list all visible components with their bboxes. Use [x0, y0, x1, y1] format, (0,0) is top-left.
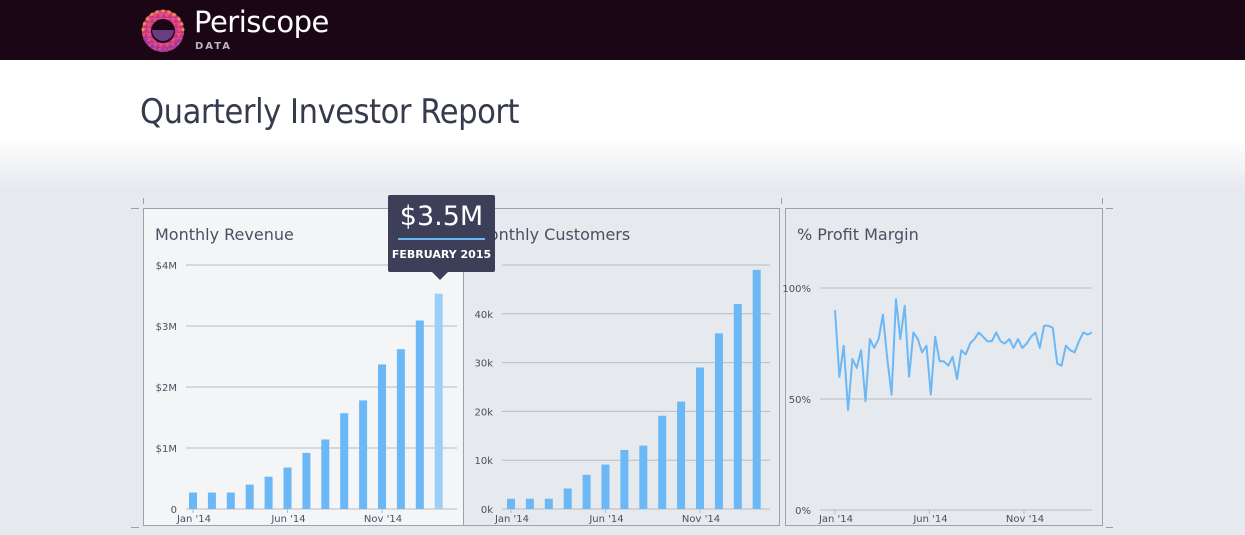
- grid-guide: [1106, 208, 1113, 209]
- bar: [396, 349, 405, 509]
- bar: [525, 498, 534, 509]
- grid-guide: [1106, 527, 1113, 528]
- bar: [620, 449, 629, 509]
- bar: [582, 474, 591, 509]
- bar: [752, 269, 761, 509]
- monthly-revenue-chart[interactable]: 0 $1M $2M $3M $4M Jan '14 Jun '14 Nov '14: [144, 209, 465, 527]
- tooltip-date: FEBRUARY 2015: [391, 248, 492, 261]
- chart-title: % Profit Margin: [797, 225, 919, 244]
- y-tick-label: $4M: [156, 261, 177, 272]
- profit-margin-card[interactable]: % Profit Margin 0% 50% 100% Jan '14 Jun '14 N…: [782, 208, 1104, 527]
- page-title: Quarterly Investor Report: [140, 92, 520, 132]
- bar: [733, 304, 742, 509]
- x-tick-label: Nov '14: [364, 514, 402, 525]
- bar: [434, 293, 443, 509]
- bar: [245, 484, 254, 509]
- bar: [378, 364, 386, 509]
- y-tick-label: $1M: [156, 444, 177, 455]
- bar: [714, 333, 723, 509]
- bar: [639, 445, 648, 509]
- y-tick-label: 100%: [782, 284, 811, 295]
- x-tick-label: Jun '14: [270, 514, 305, 525]
- profit-margin-chart[interactable]: 0% 50% 100% Jan '14 Jun '14 Nov '14: [782, 209, 1104, 527]
- bar: [563, 488, 572, 509]
- periscope-logo-icon[interactable]: [140, 8, 186, 54]
- grid-guide: [143, 198, 144, 204]
- y-tick-label: 0: [171, 505, 177, 516]
- x-tick-label: Jan '14: [176, 514, 211, 525]
- x-tick-label: Jun '14: [912, 514, 947, 525]
- bar: [677, 401, 686, 509]
- chart-title: Monthly Revenue: [155, 225, 294, 244]
- x-tick-label: Nov '14: [682, 514, 720, 525]
- bar: [189, 492, 197, 509]
- bar: [226, 492, 235, 509]
- x-tick-label: Jan '14: [818, 514, 853, 525]
- bar: [207, 492, 216, 509]
- monthly-customers-card[interactable]: Monthly Customers 0k10k20k30k40k50kJan '…: [464, 208, 780, 526]
- bar: [264, 476, 273, 509]
- bar: [302, 452, 311, 509]
- chart-tooltip: $3.5M FEBRUARY 2015: [388, 195, 495, 280]
- bar: [415, 320, 424, 509]
- brand-subtitle: DATA: [195, 41, 233, 52]
- y-tick-label: 0k: [481, 505, 493, 516]
- y-tick-label: $2M: [156, 383, 177, 394]
- grid-guide: [1102, 198, 1103, 204]
- bar: [507, 498, 515, 509]
- y-tick-label: 10k: [474, 456, 493, 467]
- bar: [658, 415, 667, 509]
- y-tick-label: 20k: [474, 407, 493, 418]
- title-section: [0, 60, 1245, 190]
- y-tick-label: $3M: [156, 322, 177, 333]
- y-tick-label: 30k: [474, 359, 493, 370]
- bar: [696, 367, 704, 509]
- brand-name: Periscope: [194, 5, 329, 39]
- x-tick-label: Jun '14: [588, 514, 623, 525]
- y-tick-label: 50%: [789, 395, 811, 406]
- bar: [283, 467, 292, 509]
- tooltip-divider: [398, 238, 485, 240]
- y-tick-label: 0%: [795, 506, 811, 517]
- bar: [544, 498, 553, 509]
- bar: [321, 439, 330, 509]
- x-tick-label: Nov '14: [1006, 514, 1044, 525]
- bar: [601, 464, 610, 509]
- bar: [359, 400, 368, 509]
- x-tick-label: Jan '14: [494, 514, 529, 525]
- y-tick-label: 40k: [474, 310, 493, 321]
- profit-margin-line: [834, 298, 1093, 412]
- bar: [340, 413, 349, 509]
- grid-guide: [131, 527, 139, 528]
- chart-title: Monthly Customers: [475, 225, 631, 244]
- grid-guide: [781, 198, 782, 204]
- tooltip-value: $3.5M: [399, 201, 484, 232]
- grid-guide: [131, 208, 139, 209]
- top-navigation-bar: Periscope DATA: [0, 0, 1245, 60]
